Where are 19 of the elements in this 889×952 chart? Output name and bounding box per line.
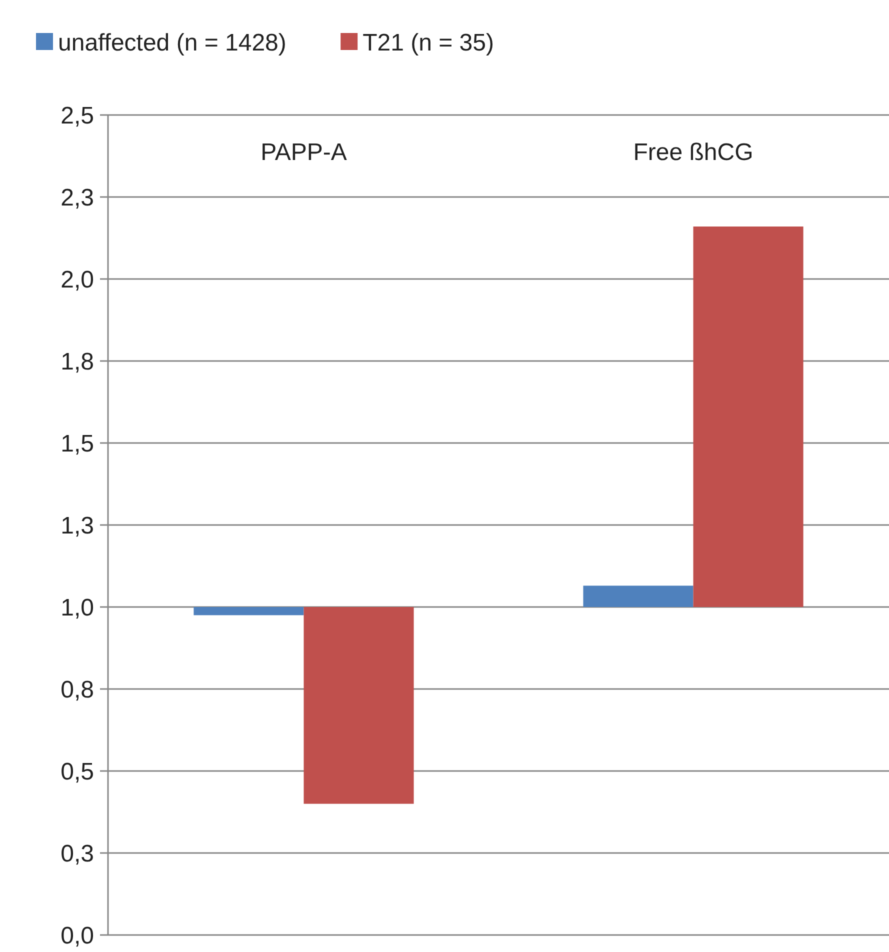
y-tick-label: 0,8 <box>60 676 94 704</box>
x-tick-label: PAPP-A <box>260 139 347 166</box>
y-tick-label: 1,3 <box>60 512 94 540</box>
legend-label: T21 (n = 35) <box>362 29 494 56</box>
y-tick-label: 2,0 <box>60 266 94 294</box>
bar <box>583 586 694 607</box>
bar <box>194 607 304 616</box>
y-tick-label: 1,8 <box>60 348 94 376</box>
x-tick-label: Free ßhCG <box>633 139 754 166</box>
y-tick-label: 1,0 <box>60 594 94 622</box>
y-tick-label: 1,5 <box>60 430 94 458</box>
y-tick-label: 2,5 <box>60 102 94 130</box>
y-tick-label: 0,3 <box>60 840 94 868</box>
bar <box>304 607 414 804</box>
bar <box>693 226 804 607</box>
y-tick-label: 0,5 <box>60 758 94 786</box>
y-tick-label: 0,0 <box>60 922 94 950</box>
y-tick-label: 2,3 <box>60 184 94 212</box>
legend-label: unaffected (n = 1428) <box>58 29 286 56</box>
